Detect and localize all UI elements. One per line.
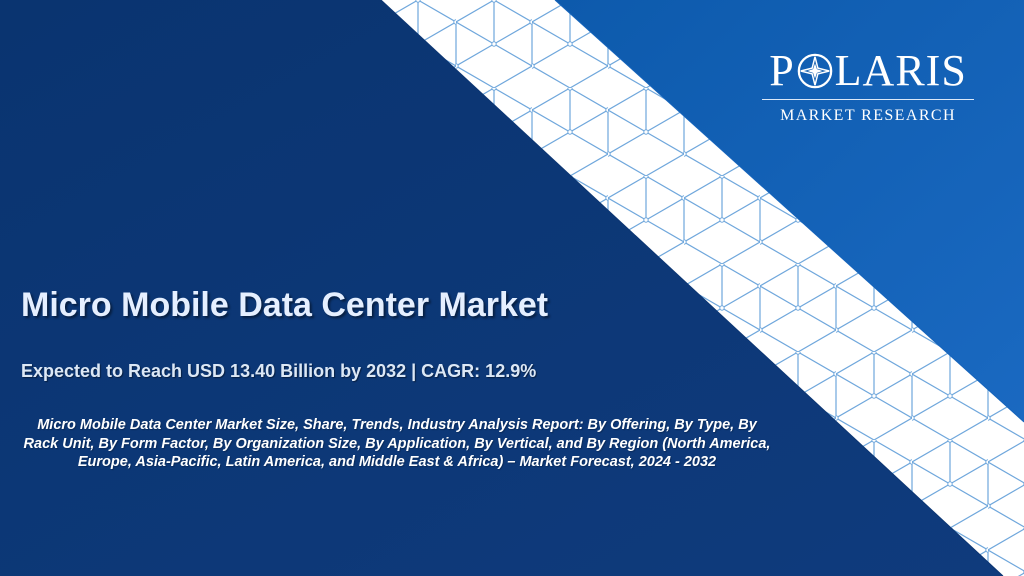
band-edge-left <box>380 0 1004 576</box>
compass-star-icon <box>797 53 832 89</box>
diagonal-cube-band <box>381 0 1024 576</box>
logo-right-letters: LARIS <box>834 46 967 95</box>
market-forecast-subtitle: Expected to Reach USD 13.40 Billion by 2… <box>21 361 537 381</box>
logo-divider <box>762 99 974 100</box>
logo-wordmark: P LARIS <box>762 48 974 94</box>
report-title: Micro Mobile Data Center Market <box>21 286 549 324</box>
company-logo: P LARIS MARKET RESEARCH <box>762 48 974 130</box>
band-edge-right <box>554 0 1024 423</box>
logo-left-letter: P <box>769 46 795 95</box>
report-description: Micro Mobile Data Center Market Size, Sh… <box>23 417 771 470</box>
logo-subtitle: MARKET RESEARCH <box>780 107 956 124</box>
